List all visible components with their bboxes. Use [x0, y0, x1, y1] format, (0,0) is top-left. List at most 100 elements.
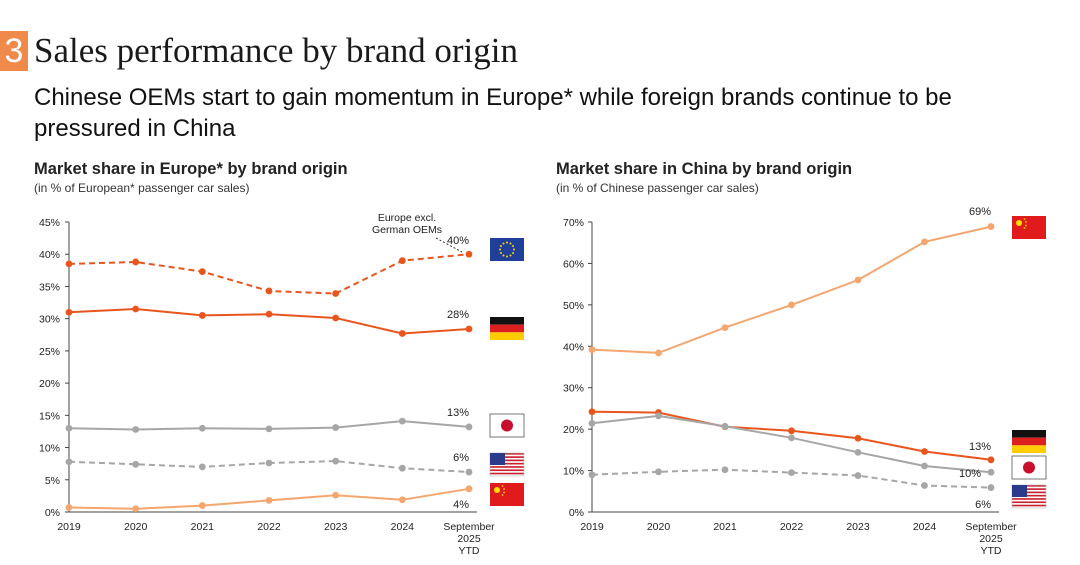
data-point-us: [921, 482, 928, 489]
x-tick-label: 2022: [780, 521, 804, 533]
cn-flag-star-big: [494, 487, 500, 493]
eu-flag-star: [499, 252, 502, 254]
de-flag-stripe-black: [490, 317, 524, 325]
us-flag-stripe: [490, 466, 524, 468]
y-tick-label: 5%: [45, 475, 60, 487]
data-point-jp: [332, 424, 340, 431]
flag-jp-icon: [1011, 455, 1047, 480]
y-tick-label: 45%: [39, 217, 60, 229]
cn-flag-star-small: [1023, 227, 1026, 229]
data-point-jp: [398, 417, 406, 425]
de-flag-stripe-red: [1012, 437, 1046, 446]
europe-chart: 0% 5% 10% 15% 20% 25% 30% 35% 40% 45% 2019 2020 2021…: [39, 212, 525, 557]
y-tick-label: 25%: [39, 346, 60, 358]
data-point-us: [655, 468, 662, 476]
data-point-us: [65, 458, 73, 466]
page-title: Sales performance by brand origin: [34, 31, 519, 70]
y-tick-label: 40%: [39, 249, 60, 261]
data-point-de: [921, 448, 928, 455]
data-point-jp: [265, 425, 273, 433]
x-tick-label: YTD: [459, 545, 480, 557]
annotation-label: German OEMs: [372, 224, 442, 236]
cn-flag-field: [1012, 216, 1046, 239]
eu-flag-star: [513, 248, 515, 251]
y-tick-label: 20%: [39, 378, 60, 390]
cn-flag-star-big: [1016, 220, 1022, 226]
us-flag-canton: [490, 453, 505, 465]
data-point-de: [265, 310, 273, 318]
y-tick-label: 50%: [563, 300, 584, 312]
data-point-us: [788, 469, 795, 477]
y-tick-label: 30%: [39, 314, 60, 326]
x-tick-label: 2023: [324, 521, 348, 533]
data-point-us: [132, 460, 140, 468]
china-chart-subtitle: (in % of Chinese passenger car sales): [556, 181, 759, 195]
y-tick-label: 30%: [563, 383, 584, 395]
data-point-cn: [398, 496, 406, 504]
cn-flag-star-small: [503, 491, 505, 494]
eu-flag-star: [502, 242, 505, 245]
eu-flag-star: [499, 248, 501, 251]
data-point-de: [588, 408, 596, 416]
us-flag-stripe: [490, 462, 524, 465]
eu-flag-field: [490, 238, 524, 261]
cn-flag-field: [490, 483, 524, 506]
data-point-cn: [465, 485, 473, 493]
x-tick-label: 2020: [647, 521, 671, 533]
data-point-cn: [788, 301, 795, 309]
us-flag-stripe: [490, 456, 524, 458]
data-point-jp: [465, 423, 473, 431]
data-point-us: [198, 463, 206, 471]
data-point-cn: [265, 497, 273, 504]
data-point-de: [132, 305, 140, 313]
data-point-eu: [65, 260, 73, 268]
data-point-jp: [921, 462, 928, 470]
x-tick-label: 2021: [713, 521, 737, 533]
x-tick-label: 2023: [846, 521, 870, 533]
y-tick-label: 0%: [45, 507, 60, 519]
eu-flag-star: [506, 255, 508, 258]
y-tick-label: 20%: [563, 424, 584, 436]
eu-flag-star: [509, 242, 512, 245]
europe-chart-title: Market share in Europe* by brand origin: [34, 160, 348, 178]
x-tick-label: 2019: [580, 521, 604, 533]
data-point-eu: [332, 290, 340, 297]
data-point-jp: [721, 422, 729, 430]
china-chart: 0% 10% 20% 30% 40% 50% 60% 70% 2019 2020 2021 2022 2…: [563, 206, 1047, 557]
data-point-de: [854, 434, 862, 442]
eu-flag-star: [509, 254, 512, 257]
x-tick-label: September: [443, 521, 495, 533]
data-point-us: [265, 459, 273, 467]
data-point-us: [987, 484, 995, 491]
y-tick-label: 70%: [563, 217, 584, 229]
y-tick-label: 60%: [563, 258, 584, 270]
data-point-de: [987, 456, 995, 464]
eu-flag-star: [512, 245, 515, 247]
y-tick-label: 10%: [563, 466, 584, 478]
series-line-cn: [591, 225, 992, 354]
x-tick-label: 2022: [257, 521, 281, 533]
y-tick-label: 35%: [39, 281, 60, 293]
cn-flag-star-small: [1025, 221, 1027, 223]
end-label-eu: 40%: [447, 235, 469, 247]
data-point-eu: [132, 258, 140, 266]
series-line-jp: [591, 414, 992, 474]
page-subtitle: Chinese OEMs start to gain momentum in E…: [34, 84, 952, 142]
end-label-de: 13%: [969, 441, 991, 453]
data-point-jp: [854, 448, 862, 456]
end-label-jp: 10%: [959, 468, 981, 480]
us-flag-stripe: [1012, 498, 1046, 500]
x-tick-label: 2024: [913, 521, 937, 533]
flag-de-icon: [490, 317, 524, 340]
de-flag-stripe-gold: [1012, 445, 1046, 453]
data-point-cn: [921, 238, 928, 246]
data-point-cn: [655, 349, 662, 357]
us-flag-stripe: [490, 453, 524, 455]
section-number: 3: [0, 31, 28, 71]
cn-flag-star-small: [501, 494, 504, 496]
us-flag-stripe: [490, 472, 524, 475]
x-tick-label: 2025: [979, 533, 1003, 545]
de-flag-stripe-gold: [490, 332, 524, 340]
data-point-cn: [332, 491, 340, 499]
flag-cn-icon: [490, 483, 524, 506]
